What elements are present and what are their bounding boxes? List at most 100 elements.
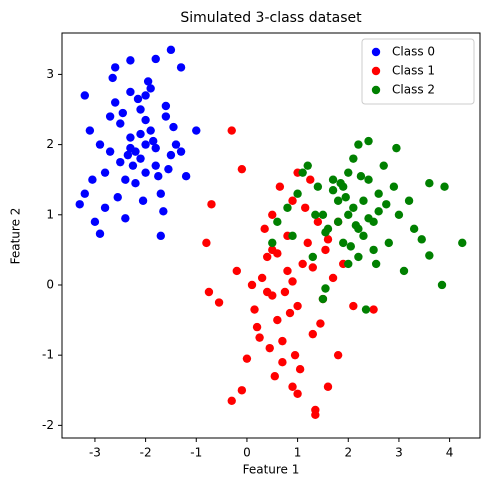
point xyxy=(154,171,163,181)
point xyxy=(273,217,282,227)
point xyxy=(116,119,125,128)
point xyxy=(344,259,353,269)
point xyxy=(95,229,105,238)
point xyxy=(176,63,186,72)
point xyxy=(328,273,338,283)
point xyxy=(321,284,330,293)
point xyxy=(295,365,305,374)
point xyxy=(232,266,241,276)
y-tick-label: 2 xyxy=(46,137,54,151)
point xyxy=(278,336,287,346)
point xyxy=(156,231,165,241)
point xyxy=(306,175,315,184)
point xyxy=(308,329,317,339)
point xyxy=(437,280,447,290)
point xyxy=(285,308,295,318)
plot-area xyxy=(75,45,467,420)
point xyxy=(298,168,307,177)
point xyxy=(121,175,130,184)
point xyxy=(354,140,363,149)
point xyxy=(121,214,130,223)
point xyxy=(354,252,363,262)
point xyxy=(333,196,343,205)
point xyxy=(105,147,115,156)
point xyxy=(133,94,143,104)
x-tick-label: 3 xyxy=(395,446,403,460)
x-tick-label: -1 xyxy=(190,446,202,460)
point xyxy=(90,217,100,227)
point xyxy=(290,350,300,360)
legend-marker xyxy=(371,47,381,57)
point xyxy=(126,133,135,142)
legend: Class 0 Class 1 Class 2 xyxy=(361,38,475,105)
point xyxy=(293,189,302,198)
point xyxy=(417,235,426,244)
point xyxy=(392,143,401,153)
point xyxy=(151,143,160,153)
point xyxy=(159,207,168,216)
point xyxy=(85,126,95,135)
point xyxy=(303,161,312,170)
point xyxy=(237,386,247,395)
point xyxy=(369,305,378,314)
x-tick-label: 1 xyxy=(294,446,302,460)
point xyxy=(341,193,350,202)
point xyxy=(364,136,373,146)
point xyxy=(227,396,236,405)
point xyxy=(75,200,84,209)
point xyxy=(151,54,160,64)
point xyxy=(389,182,399,191)
legend-marker xyxy=(371,85,381,95)
point xyxy=(359,196,368,205)
point xyxy=(166,45,176,55)
point xyxy=(280,287,290,297)
point xyxy=(100,168,110,177)
point xyxy=(288,196,297,205)
point xyxy=(171,140,181,149)
x-tick-label: -2 xyxy=(140,446,152,460)
point xyxy=(176,147,186,156)
point xyxy=(298,259,307,269)
point xyxy=(349,203,358,212)
point xyxy=(242,354,252,363)
point xyxy=(339,238,348,248)
point xyxy=(301,203,310,212)
point xyxy=(161,101,171,111)
point xyxy=(265,343,274,353)
point xyxy=(138,196,148,205)
point xyxy=(379,161,388,170)
point xyxy=(250,305,259,314)
point xyxy=(344,168,353,177)
point xyxy=(141,140,150,149)
point xyxy=(204,287,214,297)
chart-title: Simulated 3-class dataset xyxy=(180,10,362,26)
x-tick-label: 4 xyxy=(446,446,454,460)
point xyxy=(361,305,371,314)
point xyxy=(88,175,97,184)
point xyxy=(143,77,153,86)
point xyxy=(202,238,211,248)
point xyxy=(255,333,264,342)
point xyxy=(384,238,393,248)
point xyxy=(344,210,353,219)
point xyxy=(126,87,135,97)
point xyxy=(136,129,145,139)
point xyxy=(123,150,133,160)
x-tick-label: 0 xyxy=(243,446,251,460)
point xyxy=(328,175,338,184)
legend-label: Class 0 xyxy=(392,45,435,59)
point xyxy=(288,231,297,241)
axes-frame xyxy=(61,32,481,439)
point xyxy=(323,382,333,391)
point xyxy=(260,224,269,234)
point xyxy=(351,221,361,230)
point xyxy=(336,179,345,188)
point xyxy=(263,252,272,262)
point xyxy=(273,249,282,258)
point xyxy=(111,63,120,72)
x-tick-label: -3 xyxy=(89,446,101,460)
x-axis-label: Feature 1 xyxy=(243,463,300,477)
point xyxy=(394,210,404,219)
point xyxy=(283,266,292,276)
